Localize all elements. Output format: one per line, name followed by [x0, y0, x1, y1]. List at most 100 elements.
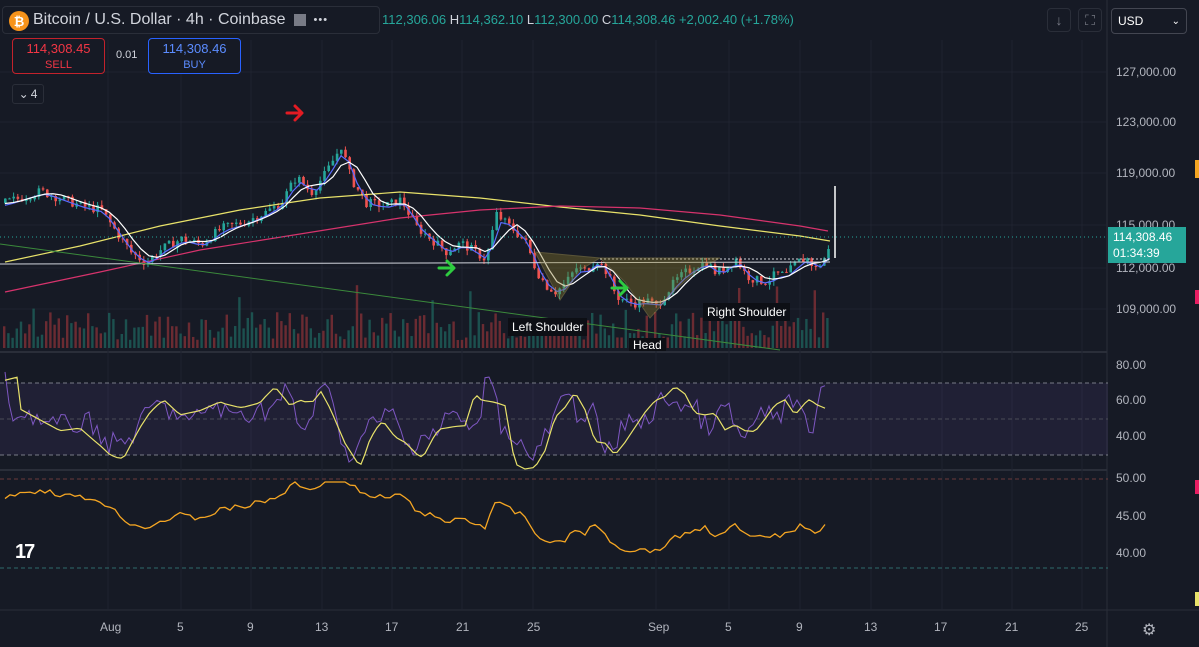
volume-bar — [582, 339, 585, 348]
candle-body — [680, 272, 683, 278]
candle-body — [180, 236, 183, 242]
volume-bar — [444, 331, 447, 348]
volume-bar — [410, 336, 413, 348]
volume-bar — [238, 297, 241, 348]
volume-bar — [267, 327, 270, 348]
volume-bar — [271, 338, 275, 348]
volume-bar — [318, 332, 321, 348]
volume-bar — [133, 327, 136, 348]
candle-body — [415, 216, 419, 225]
fullscreen-icon[interactable]: ⛶ — [1078, 8, 1102, 32]
candle-body — [356, 187, 360, 190]
candle-body — [684, 268, 687, 273]
sell-button[interactable]: 114,308.45 SELL — [12, 38, 105, 74]
candle-body — [46, 189, 49, 198]
candle-body — [289, 182, 293, 192]
volume-bar — [687, 318, 690, 348]
candle-body — [781, 271, 784, 273]
volume-bar — [280, 321, 283, 348]
candle-body — [54, 196, 57, 202]
candle-body — [562, 283, 566, 289]
volume-bar — [448, 324, 451, 348]
candle-body — [184, 236, 188, 243]
currency-select[interactable]: USD ⌄ — [1111, 8, 1187, 34]
volume-bar — [242, 328, 245, 348]
color-square-icon[interactable] — [293, 14, 306, 26]
download-icon[interactable]: ↓ — [1047, 8, 1071, 32]
volume-bar — [389, 313, 392, 348]
candle-body — [554, 291, 557, 295]
rsi-axis-label: 60.00 — [1116, 393, 1147, 407]
volume-bar — [301, 314, 304, 348]
volume-bar — [36, 336, 39, 348]
symbol-title[interactable]: ₿ Bitcoin / U.S. Dollar · 4h · Coinbase … — [2, 6, 380, 34]
left-shoulder-label[interactable]: Left Shoulder — [508, 318, 588, 336]
volume-bar — [112, 319, 115, 348]
time-axis-label: 21 — [1005, 620, 1019, 634]
neckline — [0, 261, 831, 265]
volume-bar — [511, 325, 514, 348]
buy-button[interactable]: 114,308.46 BUY — [148, 38, 241, 74]
volume-bar — [49, 312, 52, 348]
volume-bar — [607, 335, 611, 348]
candle-body — [92, 205, 95, 213]
candle-body — [474, 244, 477, 249]
volume-bar — [183, 336, 186, 348]
axis-marker — [1195, 480, 1199, 494]
candle-body — [277, 206, 280, 210]
tradingview-logo-icon[interactable]: 17 — [15, 541, 35, 563]
ma-yellow-line — [4, 191, 831, 263]
indicators-collapse-button[interactable]: ⌄ 4 — [12, 84, 44, 104]
volume-bar — [780, 325, 783, 348]
buy-price: 114,308.46 — [162, 41, 227, 56]
ohlc-open: 112,306.06 — [382, 12, 447, 27]
candle-body — [167, 240, 171, 244]
spread-value: 0.01 — [116, 49, 138, 61]
head-label[interactable]: Head — [629, 338, 666, 351]
candle-body — [545, 280, 549, 290]
candle-body — [214, 229, 217, 241]
candle-body — [617, 291, 620, 300]
candle-body — [121, 238, 125, 240]
candle-body — [398, 197, 402, 206]
volume-bar — [217, 331, 220, 348]
volume-bar — [381, 317, 384, 348]
volume-bar — [28, 324, 31, 348]
candle-body — [663, 299, 666, 306]
volume-bar — [523, 336, 527, 348]
candle-body — [218, 229, 221, 231]
volume-bar — [809, 328, 812, 348]
volume-bar — [397, 336, 401, 348]
candle-body — [550, 289, 553, 292]
osc-axis-label: 50.00 — [1116, 471, 1147, 485]
candle-body — [579, 267, 582, 269]
candle-body — [96, 205, 99, 213]
more-options-icon[interactable]: ••• — [313, 14, 329, 26]
volume-bar — [334, 333, 338, 348]
ohlc-change: +2,002.40 (+1.78%) — [678, 12, 794, 27]
volume-bar — [792, 322, 795, 348]
candle-body — [625, 298, 629, 300]
volume-bar — [339, 336, 342, 348]
right-shoulder-label[interactable]: Right Shoulder — [703, 303, 791, 321]
volume-bar — [708, 313, 711, 348]
candle-body — [125, 238, 129, 245]
volume-bar — [654, 312, 657, 348]
volume-bar — [250, 312, 254, 348]
candle-body — [33, 196, 36, 200]
candle-body — [760, 276, 763, 284]
volume-bar — [754, 335, 758, 348]
volume-bar — [326, 319, 329, 348]
settings-gear-icon[interactable]: ⚙ — [1142, 622, 1157, 639]
volume-bar — [704, 333, 707, 348]
volume-bar — [309, 328, 312, 348]
volume-bar — [393, 330, 396, 348]
candle-body — [621, 299, 624, 301]
candle-body — [587, 268, 591, 272]
ohlc-low-label: L — [526, 12, 535, 27]
volume-bar — [297, 333, 300, 348]
candle-body — [172, 240, 175, 248]
candle-body — [335, 153, 339, 161]
candle-body — [575, 268, 578, 273]
